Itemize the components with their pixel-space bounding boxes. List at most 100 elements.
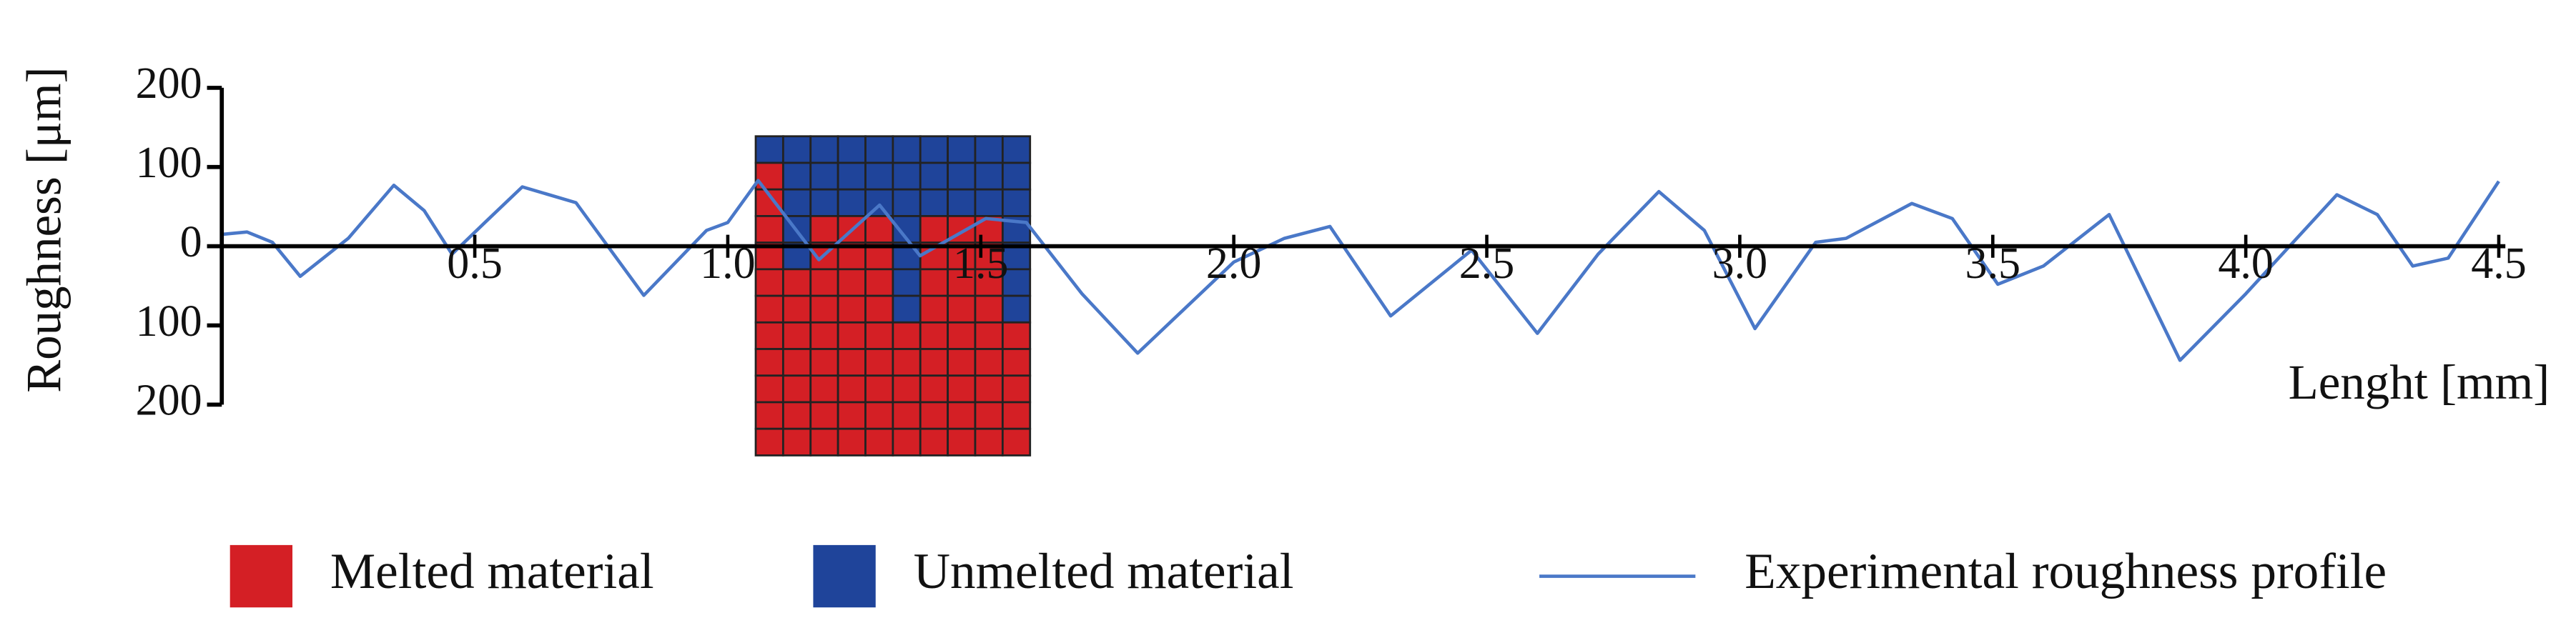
y-axis-title: Roughness [μm] bbox=[17, 67, 71, 393]
material-cell bbox=[837, 427, 867, 457]
material-cell bbox=[781, 268, 812, 297]
material-cell bbox=[892, 374, 922, 404]
x-tick-label: 3.5 bbox=[1965, 239, 2020, 288]
material-cell bbox=[864, 161, 894, 191]
material-cell bbox=[754, 348, 784, 377]
material-cell bbox=[974, 401, 1004, 430]
material-cell bbox=[837, 401, 867, 430]
material-cell bbox=[892, 294, 922, 324]
material-cell bbox=[754, 268, 784, 297]
x-tick-label: 3.0 bbox=[1712, 239, 1768, 288]
material-cell bbox=[864, 427, 894, 457]
material-cell bbox=[919, 374, 949, 404]
material-cell bbox=[947, 321, 977, 350]
material-cell bbox=[809, 374, 839, 404]
material-cell bbox=[864, 294, 894, 324]
material-cell bbox=[1001, 188, 1032, 217]
material-cell bbox=[864, 321, 894, 350]
material-cell bbox=[781, 321, 812, 350]
material-cell bbox=[837, 135, 867, 164]
material-cell bbox=[781, 188, 812, 217]
material-cell bbox=[919, 348, 949, 377]
material-cell bbox=[947, 161, 977, 191]
material-cell bbox=[1001, 401, 1032, 430]
material-cell bbox=[809, 348, 839, 377]
material-cell bbox=[919, 427, 949, 457]
material-cell bbox=[1001, 348, 1032, 377]
material-cell bbox=[919, 215, 949, 244]
material-cell bbox=[754, 294, 784, 324]
material-cell bbox=[919, 135, 949, 164]
material-cell bbox=[974, 188, 1004, 217]
material-cell bbox=[837, 294, 867, 324]
material-cell bbox=[809, 215, 839, 244]
material-cell bbox=[1001, 294, 1032, 324]
material-cell bbox=[864, 215, 894, 244]
x-tick-label: 1.0 bbox=[700, 239, 756, 288]
legend-swatch bbox=[813, 544, 876, 608]
material-cell bbox=[947, 294, 977, 324]
material-cell bbox=[837, 188, 867, 217]
x-tick-label: 0.5 bbox=[447, 239, 503, 288]
material-cell bbox=[781, 374, 812, 404]
material-cell bbox=[781, 294, 812, 324]
material-cell bbox=[974, 374, 1004, 404]
x-tick-label: 4.5 bbox=[2471, 239, 2527, 288]
material-cell bbox=[781, 427, 812, 457]
material-cell bbox=[974, 294, 1004, 324]
material-cell bbox=[919, 321, 949, 350]
material-cell bbox=[892, 268, 922, 297]
material-cell bbox=[809, 401, 839, 430]
material-cell bbox=[1001, 161, 1032, 191]
material-cell bbox=[947, 401, 977, 430]
material-cell bbox=[809, 321, 839, 350]
material-cell bbox=[974, 135, 1004, 164]
material-cell bbox=[809, 294, 839, 324]
material-cell bbox=[947, 135, 977, 164]
material-cell bbox=[892, 321, 922, 350]
material-cell bbox=[837, 348, 867, 377]
x-tick-label: 4.0 bbox=[2218, 239, 2274, 288]
material-cell bbox=[754, 401, 784, 430]
material-cell bbox=[974, 348, 1004, 377]
y-tick-label: 0 bbox=[180, 218, 202, 266]
material-cell bbox=[892, 401, 922, 430]
material-cell bbox=[947, 348, 977, 377]
material-cell bbox=[919, 161, 949, 191]
material-cell bbox=[1001, 374, 1032, 404]
material-cell bbox=[754, 135, 784, 164]
material-cell bbox=[1001, 427, 1032, 457]
material-cell bbox=[864, 268, 894, 297]
material-cell bbox=[919, 401, 949, 430]
legend-label: Melted material bbox=[330, 544, 654, 599]
material-cell bbox=[947, 374, 977, 404]
material-cell bbox=[837, 268, 867, 297]
legend-swatch bbox=[230, 544, 293, 608]
material-cell bbox=[864, 135, 894, 164]
material-cell bbox=[809, 188, 839, 217]
roughness-line bbox=[221, 179, 2500, 362]
material-cell bbox=[947, 427, 977, 457]
material-cell bbox=[809, 135, 839, 164]
material-cell bbox=[781, 348, 812, 377]
material-cell bbox=[892, 188, 922, 217]
x-tick-label: 1.5 bbox=[953, 239, 1009, 288]
material-cell bbox=[919, 268, 949, 297]
material-cell bbox=[1001, 321, 1032, 350]
material-cell bbox=[809, 268, 839, 297]
material-cell bbox=[892, 427, 922, 457]
y-tick-label: 200 bbox=[136, 59, 202, 108]
material-cell bbox=[809, 427, 839, 457]
material-cell bbox=[892, 161, 922, 191]
material-cell bbox=[892, 135, 922, 164]
x-tick-label: 2.0 bbox=[1206, 239, 1262, 288]
material-cell bbox=[837, 161, 867, 191]
material-cell bbox=[809, 161, 839, 191]
material-cell bbox=[754, 321, 784, 350]
material-cell bbox=[892, 348, 922, 377]
material-cell bbox=[974, 427, 1004, 457]
material-cell bbox=[864, 348, 894, 377]
material-cell bbox=[754, 427, 784, 457]
material-cell bbox=[919, 294, 949, 324]
